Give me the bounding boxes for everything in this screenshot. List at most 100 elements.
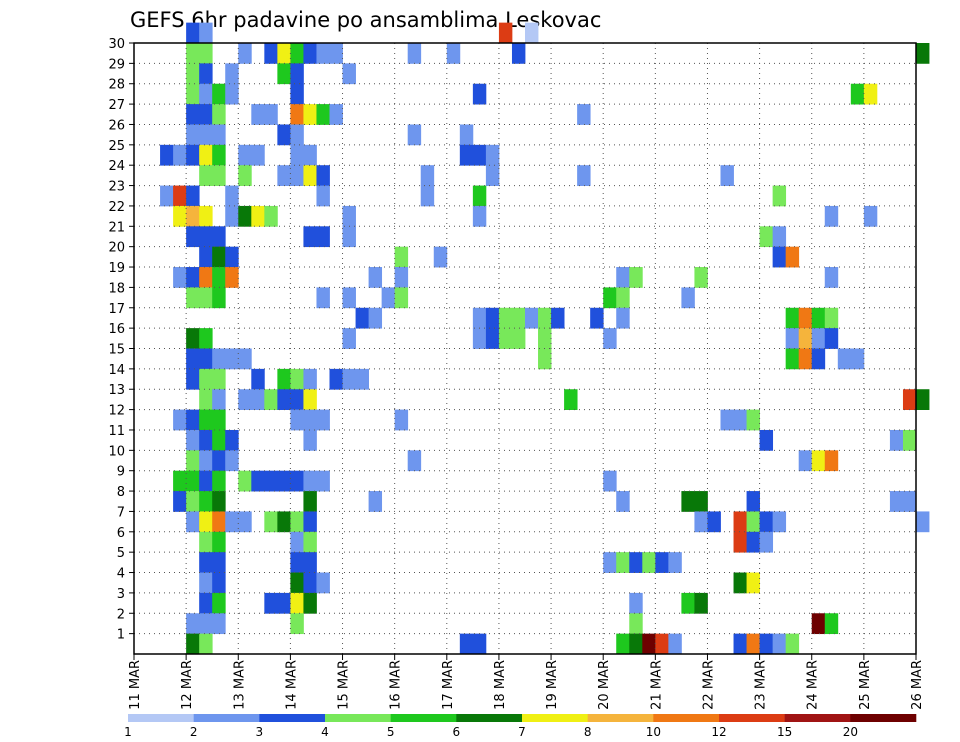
heatmap-cell: [668, 552, 682, 573]
x-tick-label: 20 MAR: [597, 660, 612, 710]
heatmap-cell: [616, 552, 630, 573]
colorbar-label: 5: [387, 725, 395, 739]
heatmap-cell: [225, 246, 239, 268]
heatmap-cell: [238, 389, 252, 410]
heatmap-cell: [277, 43, 291, 64]
heatmap-cell: [772, 633, 787, 655]
heatmap-cell: [837, 348, 852, 370]
heatmap-cell: [916, 43, 930, 64]
heatmap-cell: [251, 368, 265, 390]
heatmap-cell: [785, 246, 800, 268]
heatmap-cell: [199, 328, 213, 349]
heatmap-cell: [616, 287, 630, 309]
heatmap-cell: [551, 307, 565, 329]
heatmap-cell: [186, 83, 200, 105]
heatmap-cell: [538, 328, 552, 349]
heatmap-cell: [590, 307, 604, 329]
heatmap-cell: [225, 63, 239, 85]
heatmap-cell: [264, 470, 278, 492]
heatmap-cell: [798, 348, 813, 370]
heatmap-cell: [225, 83, 239, 105]
heatmap-cell: [264, 43, 278, 64]
heatmap-cell: [303, 409, 317, 431]
heatmap-cell: [303, 165, 317, 186]
heatmap-cell: [251, 144, 265, 166]
heatmap-cell: [850, 83, 865, 105]
heatmap-cell: [811, 450, 826, 472]
heatmap-cell: [525, 307, 539, 329]
heatmap-cell: [394, 246, 409, 268]
heatmap-cell: [303, 511, 317, 533]
heatmap-cell: [277, 511, 291, 533]
heatmap-cell: [368, 307, 383, 329]
colorbar-label: 12: [711, 725, 726, 739]
heatmap-cell: [472, 633, 487, 655]
heatmap-cell: [290, 531, 304, 553]
y-tick-label: 6: [117, 526, 125, 541]
heatmap-cell: [681, 491, 695, 512]
heatmap-cell: [199, 83, 213, 105]
heatmap-cell: [277, 368, 291, 390]
heatmap-cell: [811, 348, 826, 370]
heatmap-cell: [498, 307, 513, 329]
heatmap-cell: [212, 491, 226, 512]
grid-lines: [134, 42, 916, 654]
x-tick-label: 13 MAR: [232, 660, 247, 710]
heatmap-cell: [511, 43, 526, 64]
heatmap-cell: [916, 511, 930, 533]
heatmap-cell: [290, 409, 304, 431]
heatmap-cell: [616, 307, 630, 329]
colorbar-swatch: [719, 714, 785, 722]
heatmap-cell: [772, 226, 787, 248]
heatmap-cell: [225, 185, 239, 207]
y-tick-label: 29: [108, 57, 125, 72]
heatmap-cell: [511, 307, 526, 329]
y-tick-label: 5: [117, 546, 125, 561]
colorbar-label: 7: [518, 725, 526, 739]
heatmap-cell: [720, 165, 734, 186]
colorbar-label: 4: [321, 725, 329, 739]
heatmap-cell: [538, 307, 552, 329]
colorbar-swatch: [522, 714, 588, 722]
y-tick-label: 10: [108, 444, 125, 459]
heatmap-cell: [186, 185, 200, 207]
heatmap-cell: [199, 633, 213, 655]
heatmap-cell: [251, 470, 265, 492]
heatmap-cell: [655, 633, 669, 655]
heatmap-cell: [277, 63, 291, 85]
heatmap-cell: [277, 165, 291, 186]
y-tick-label: 17: [108, 302, 125, 317]
heatmap-cell: [629, 633, 643, 655]
heatmap-cell: [264, 592, 278, 614]
colorbar-swatch: [456, 714, 523, 722]
heatmap-cell: [785, 633, 800, 655]
heatmap-cell: [173, 144, 187, 166]
heatmap-cell: [746, 491, 760, 512]
heatmap-cell: [303, 389, 317, 410]
heatmap-cell: [342, 328, 356, 349]
y-tick-label: 16: [108, 322, 125, 337]
heatmap-cell: [694, 511, 708, 533]
colorbar: 1 2 3 4 5 6 7 8 10 12 15 20: [124, 714, 917, 739]
heatmap-cell: [746, 511, 760, 533]
heatmap-cell: [199, 470, 213, 492]
heatmap-cell: [733, 531, 747, 553]
heatmap-cell: [290, 83, 304, 105]
heatmap-cell: [199, 613, 213, 635]
heatmap-cell: [329, 368, 343, 390]
heatmap-cell: [824, 450, 839, 472]
heatmap-cell: [160, 144, 174, 166]
heatmap-cell: [199, 22, 213, 44]
y-tick-label: 14: [108, 363, 125, 378]
heatmap-cell: [264, 205, 278, 227]
y-tick-label: 7: [117, 505, 125, 520]
colorbar-label: 8: [584, 725, 592, 739]
heatmap-cell: [186, 124, 200, 146]
heatmap-cell: [186, 491, 200, 512]
heatmap-cell: [186, 368, 200, 390]
y-tick-label: 30: [108, 37, 125, 52]
heatmap-cell: [498, 22, 513, 44]
heatmap-cell: [511, 328, 526, 349]
heatmap-cell: [472, 307, 487, 329]
heatmap-cell: [290, 572, 304, 594]
